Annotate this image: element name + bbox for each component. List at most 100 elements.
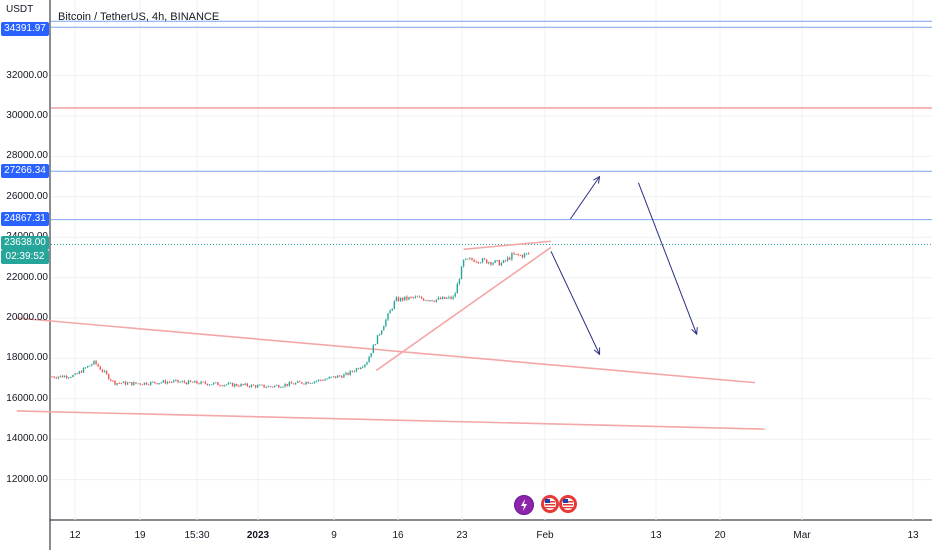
- countdown-label: 02:39:52: [1, 250, 49, 264]
- candle-body: [391, 308, 393, 311]
- candle-body: [259, 384, 261, 386]
- lightning-icon[interactable]: [514, 495, 534, 515]
- candle-body: [437, 297, 440, 300]
- trend-line[interactable]: [375, 246, 552, 372]
- x-tick-label: 15:30: [184, 530, 210, 541]
- us-flag-icon[interactable]: [541, 495, 559, 513]
- y-tick-label: 30000.00: [6, 110, 48, 121]
- candle-body: [475, 261, 477, 263]
- candle-body: [225, 384, 227, 386]
- candle-body: [465, 258, 467, 260]
- candle-body: [101, 369, 104, 372]
- trend-line[interactable]: [463, 240, 552, 251]
- candle-body: [158, 383, 160, 385]
- candle-body: [366, 362, 368, 365]
- candle-body: [292, 383, 295, 385]
- candle-body: [208, 384, 211, 386]
- candle-body: [525, 253, 528, 255]
- candle-body: [402, 297, 404, 301]
- candle-body: [108, 374, 110, 380]
- candle-body: [490, 262, 492, 265]
- candle-body: [269, 386, 272, 387]
- candle-body: [280, 387, 282, 389]
- candle-body: [309, 383, 311, 384]
- candle-body: [192, 381, 194, 383]
- candle-body: [528, 253, 530, 255]
- candle-body: [446, 297, 448, 299]
- forecast-arrow[interactable]: [570, 176, 600, 220]
- x-tick-label: 12: [69, 530, 81, 541]
- price-label-current[interactable]: 23638.00: [1, 236, 49, 250]
- y-tick-label: 22000.00: [6, 271, 48, 283]
- candle-body: [383, 326, 385, 331]
- trend-lines: [16, 240, 765, 430]
- candle-body: [250, 384, 253, 388]
- price-label-level-2[interactable]: 24867.31: [1, 212, 49, 226]
- trend-line[interactable]: [16, 410, 765, 430]
- candle-body: [498, 260, 500, 266]
- candle-body: [59, 375, 62, 377]
- candle-body: [131, 382, 133, 386]
- candle-body: [444, 296, 446, 299]
- candle-body: [460, 266, 463, 280]
- candle-body: [496, 260, 498, 261]
- candle-body: [271, 386, 274, 388]
- candle-body: [55, 377, 57, 379]
- candle-body: [198, 383, 200, 385]
- candle-body: [441, 296, 444, 300]
- forecast-arrow[interactable]: [550, 251, 601, 355]
- y-tick-label: 12000.00: [6, 473, 48, 485]
- candle-body: [504, 260, 507, 262]
- x-tick-label: 19: [134, 530, 146, 541]
- candle-body: [215, 382, 217, 384]
- candle-body: [242, 384, 244, 385]
- candle-body: [63, 375, 66, 378]
- candle-body: [427, 300, 429, 302]
- x-tick-label: 2023: [246, 530, 270, 541]
- price-label-level-1[interactable]: 27266.34: [1, 164, 49, 178]
- candle-body: [370, 353, 372, 357]
- candle-body: [261, 384, 263, 386]
- candle-body: [51, 376, 53, 378]
- candle-body: [229, 382, 232, 384]
- trend-line[interactable]: [16, 317, 756, 384]
- x-tick-label: Mar: [793, 530, 811, 541]
- y-tick-label: 18000.00: [6, 352, 48, 364]
- candle-body: [143, 382, 146, 385]
- candle-body: [320, 379, 322, 381]
- candle-body: [210, 384, 213, 386]
- candle-body: [120, 383, 122, 384]
- candle-body: [137, 383, 139, 385]
- candle-body: [223, 384, 225, 387]
- candle-body: [255, 385, 257, 388]
- candle-body: [513, 253, 515, 255]
- candle-body: [433, 301, 435, 303]
- y-tick-label: 14000.00: [6, 433, 48, 445]
- forecast-arrow[interactable]: [637, 182, 698, 335]
- candle-body: [227, 382, 230, 385]
- candle-body: [122, 381, 125, 384]
- us-flag-icon[interactable]: [559, 495, 577, 513]
- candle-body: [332, 376, 335, 378]
- price-label-top-cut[interactable]: 34391.97: [1, 22, 49, 36]
- candle-body: [147, 384, 150, 386]
- symbol-title[interactable]: Bitcoin / TetherUS, 4h, BINANCE: [58, 11, 220, 23]
- candle-body: [305, 381, 307, 385]
- candle-body: [99, 366, 101, 370]
- candle-body: [164, 380, 167, 384]
- candle-body: [307, 381, 309, 384]
- candle-body: [368, 356, 370, 363]
- candle-body: [246, 383, 248, 387]
- candle-body: [486, 259, 488, 264]
- candle-body: [110, 379, 112, 381]
- candle-body: [286, 384, 288, 386]
- candle-body: [116, 383, 118, 385]
- candle-body: [162, 380, 164, 383]
- candle-body: [196, 380, 198, 384]
- y-tick-label: 32000.00: [6, 69, 48, 81]
- candle-body: [431, 300, 433, 302]
- candle-body: [492, 262, 494, 265]
- candle-body: [234, 383, 236, 387]
